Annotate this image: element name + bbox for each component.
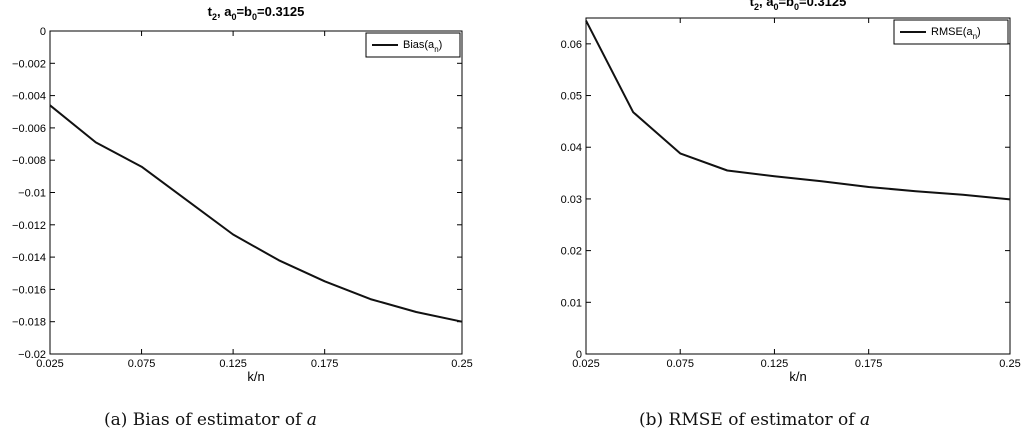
caption-b-variable: a [859,410,871,430]
x-tick-label: 0.175 [855,358,883,370]
legend: Bias(an) [365,32,461,58]
y-tick-label: 0.06 [561,39,582,51]
y-tick-label: 0.03 [561,194,582,206]
title-subscript: 0 [231,12,236,22]
legend: RMSE(an) [893,19,1009,45]
caption-a-text: (a) Bias of estimator of [104,410,307,430]
title-subscript: 0 [794,2,799,12]
y-tick-label: 0 [40,26,46,38]
plot-frame [585,17,1011,355]
chart-title: t2, a0=b0=0.3125 [750,0,847,12]
series-line [585,20,1011,201]
legend-label: RMSE(an) [931,26,981,41]
plot-frame [49,30,463,355]
title-subscript: 0 [252,12,257,22]
legend-subscript: n [434,45,438,54]
x-tick-label: 0.075 [666,358,694,370]
y-tick-label: 0.01 [561,297,582,309]
x-axis-label: k/n [247,369,264,384]
legend-subscript: n [973,32,977,41]
y-tick-label: 0 [576,349,582,361]
y-tick-label: 0.02 [561,246,582,258]
y-tick-label: 0.04 [561,142,582,154]
x-tick-label: 0.25 [999,358,1020,370]
y-tick-label: −0.016 [12,284,46,296]
x-tick-label: 0.125 [761,358,789,370]
y-tick-label: −0.02 [18,349,46,361]
legend-text: ) [977,26,981,38]
y-tick-label: −0.004 [12,91,46,103]
x-tick-label: 0.025 [572,358,600,370]
y-tick-label: −0.012 [12,220,46,232]
title-part: , a [217,4,232,19]
x-tick-label: 0.025 [36,358,64,370]
chart-title: t2, a0=b0=0.3125 [208,4,305,22]
caption-b-text: (b) RMSE of estimator of [639,410,860,430]
y-tick-label: −0.018 [12,317,46,329]
title-subscript: 2 [754,2,759,12]
x-tick-label: 0.25 [451,358,472,370]
legend-text: RMSE(a [931,26,973,38]
x-tick-label: 0.125 [219,358,247,370]
y-tick-label: −0.002 [12,58,46,70]
x-axis-label: k/n [789,369,806,384]
caption-b: (b) RMSE of estimator of a [639,410,870,430]
x-tick-label: 0.175 [311,358,339,370]
title-part: =0.3125 [799,0,846,9]
title-subscript: 2 [212,12,217,22]
title-part: =0.3125 [257,4,304,19]
y-tick-label: −0.01 [18,188,46,200]
title-part: =b [778,0,794,9]
caption-a: (a) Bias of estimator of a [104,410,317,430]
y-tick-label: −0.014 [12,252,46,264]
y-tick-label: −0.008 [12,155,46,167]
y-tick-label: 0.05 [561,91,582,103]
caption-a-variable: a [306,410,317,430]
chart-rmse: 0 0.01 0.02 0.03 0.04 0.05 0.06 0.025 0.075 0.125… [561,0,1021,384]
legend-label: Bias(an) [403,39,442,54]
legend-text: ) [439,39,443,51]
series-line [49,104,463,323]
title-part: t [208,4,213,19]
title-part: , a [759,0,774,9]
chart-bias: 0 −0.002 −0.004 −0.006 −0.008 −0.01 −0.012 −0.0… [12,4,473,384]
title-part: t [750,0,755,9]
legend-text: Bias(a [403,39,435,51]
title-part: =b [236,4,252,19]
y-tick-label: −0.006 [12,123,46,135]
title-subscript: 0 [773,2,778,12]
x-tick-label: 0.075 [128,358,156,370]
